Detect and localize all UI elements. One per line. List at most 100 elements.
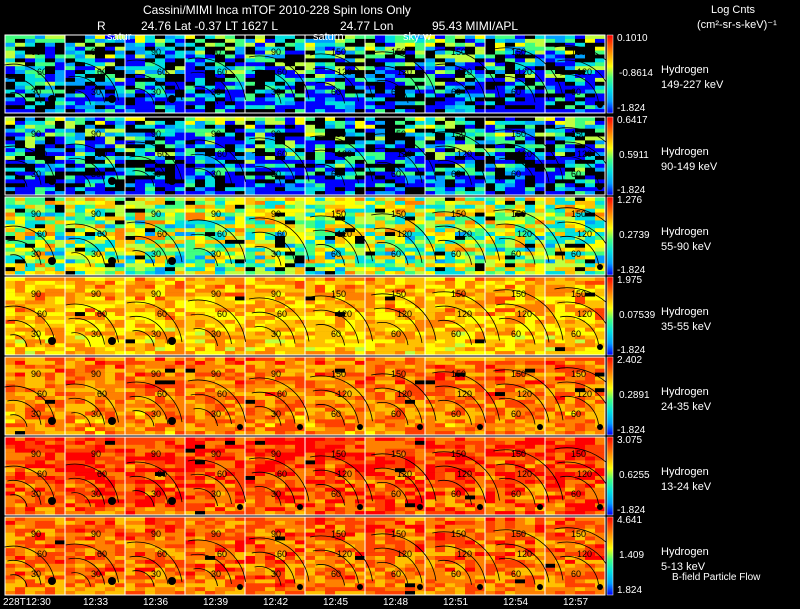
planet-marker [597, 184, 603, 190]
contour-label: 150 [331, 449, 346, 459]
planet-marker [597, 264, 603, 270]
contour-label: 30 [31, 87, 41, 97]
header-right: 95.43 MIMI/APL [432, 19, 519, 33]
contour-label: 60 [217, 229, 227, 239]
contour-label: 90 [211, 369, 221, 379]
contour-label: 150 [331, 289, 346, 299]
contour-label: 120 [577, 389, 592, 399]
contour-label: 90 [31, 47, 41, 57]
colorbar-max-label: 1.276 [617, 195, 643, 206]
contour-label: 150 [511, 449, 526, 459]
planet-marker [168, 257, 176, 265]
contour-label: 120 [577, 309, 592, 319]
contour-label: 60 [157, 469, 167, 479]
contour-label: 90 [91, 47, 101, 57]
colorbar-mid-label: 1.409 [619, 550, 645, 561]
planet-marker [597, 102, 603, 108]
contour-label: 90 [151, 209, 161, 219]
contour-label: 90 [211, 449, 221, 459]
planet-marker [537, 424, 543, 430]
contour-label: 60 [97, 389, 107, 399]
contour-label: 30 [91, 489, 101, 499]
planet-marker [168, 577, 176, 585]
colorbar-1 [606, 116, 614, 196]
contour-label: 90 [91, 449, 101, 459]
contour-label: 150 [331, 47, 346, 57]
colorbar-mid-label: 0.6255 [619, 470, 650, 481]
units-bottom-label: (cm²-sr-s-keV)⁻¹ [697, 19, 777, 31]
planet-marker [48, 257, 56, 265]
planet-marker [237, 504, 243, 510]
contour-label: 30 [271, 87, 281, 97]
contour-label: 120 [457, 149, 472, 159]
planet-marker [417, 504, 423, 510]
contour-label: 30 [31, 569, 41, 579]
channel-species: Hydrogen [661, 466, 709, 478]
contour-label: 120 [517, 229, 532, 239]
planet-marker [48, 417, 56, 425]
contour-label: 150 [391, 209, 406, 219]
colorbar-min-label: -1.824 [617, 103, 646, 114]
contour-label: 90 [31, 449, 41, 459]
contour-label: 150 [451, 529, 466, 539]
contour-label: 120 [337, 469, 352, 479]
contour-label: 120 [517, 67, 532, 77]
contour-label: 60 [571, 249, 581, 259]
planet-marker [108, 337, 116, 345]
contour-label: 60 [391, 329, 401, 339]
contour-label: 30 [211, 87, 221, 97]
contour-label: 30 [271, 169, 281, 179]
contour-label: 90 [211, 209, 221, 219]
channel-species: Hydrogen [661, 226, 709, 238]
channel-label: Hydrogen 90-149 keV [661, 145, 717, 175]
contour-label: 60 [277, 389, 287, 399]
contour-label: 90 [31, 209, 41, 219]
contour-label: 120 [337, 149, 352, 159]
contour-label: 90 [151, 47, 161, 57]
contour-label: 30 [91, 169, 101, 179]
contour-label: 60 [331, 87, 341, 97]
footer-label: B-field Particle Flow [672, 572, 761, 583]
contour-label: 30 [271, 249, 281, 259]
contour-label: 90 [31, 289, 41, 299]
contour-label: 60 [511, 569, 521, 579]
contour-label: 60 [511, 489, 521, 499]
contour-label: 60 [391, 489, 401, 499]
planet-marker [168, 177, 176, 185]
contour-label: 60 [217, 67, 227, 77]
colorbar-min-label: -1.824 [617, 265, 646, 276]
contour-label: 150 [391, 129, 406, 139]
contour-label: 60 [571, 489, 581, 499]
colorbar-4 [606, 356, 614, 436]
contour-label: 60 [511, 329, 521, 339]
contour-label: 150 [391, 529, 406, 539]
contour-label: 150 [331, 369, 346, 379]
contour-label: 60 [451, 329, 461, 339]
contour-label: 90 [31, 129, 41, 139]
contour-label: 60 [37, 469, 47, 479]
contour-label: 120 [337, 309, 352, 319]
contour-label: 60 [331, 169, 341, 179]
channel-species: Hydrogen [661, 546, 709, 558]
contour-label: 150 [571, 129, 586, 139]
colorbar-mid-label: 0.07539 [619, 310, 656, 321]
contour-label: 150 [511, 47, 526, 57]
contour-label: 60 [217, 469, 227, 479]
contour-label: 60 [97, 309, 107, 319]
contour-label: 120 [457, 469, 472, 479]
contour-label: 90 [31, 369, 41, 379]
contour-label: 60 [157, 229, 167, 239]
heatmap-row-3 [5, 277, 606, 356]
contour-label: 120 [397, 549, 412, 559]
contour-label: 60 [277, 149, 287, 159]
time-tick-label: 228T12:30 [3, 597, 51, 608]
planet-marker [108, 257, 116, 265]
contour-label: 90 [211, 129, 221, 139]
contour-label: 90 [91, 369, 101, 379]
colorbar-max-label: 0.6417 [617, 115, 648, 126]
contour-label: 60 [217, 149, 227, 159]
overlay-label-satur: satur [107, 31, 132, 43]
contour-label: 120 [397, 309, 412, 319]
contour-label: 90 [91, 289, 101, 299]
